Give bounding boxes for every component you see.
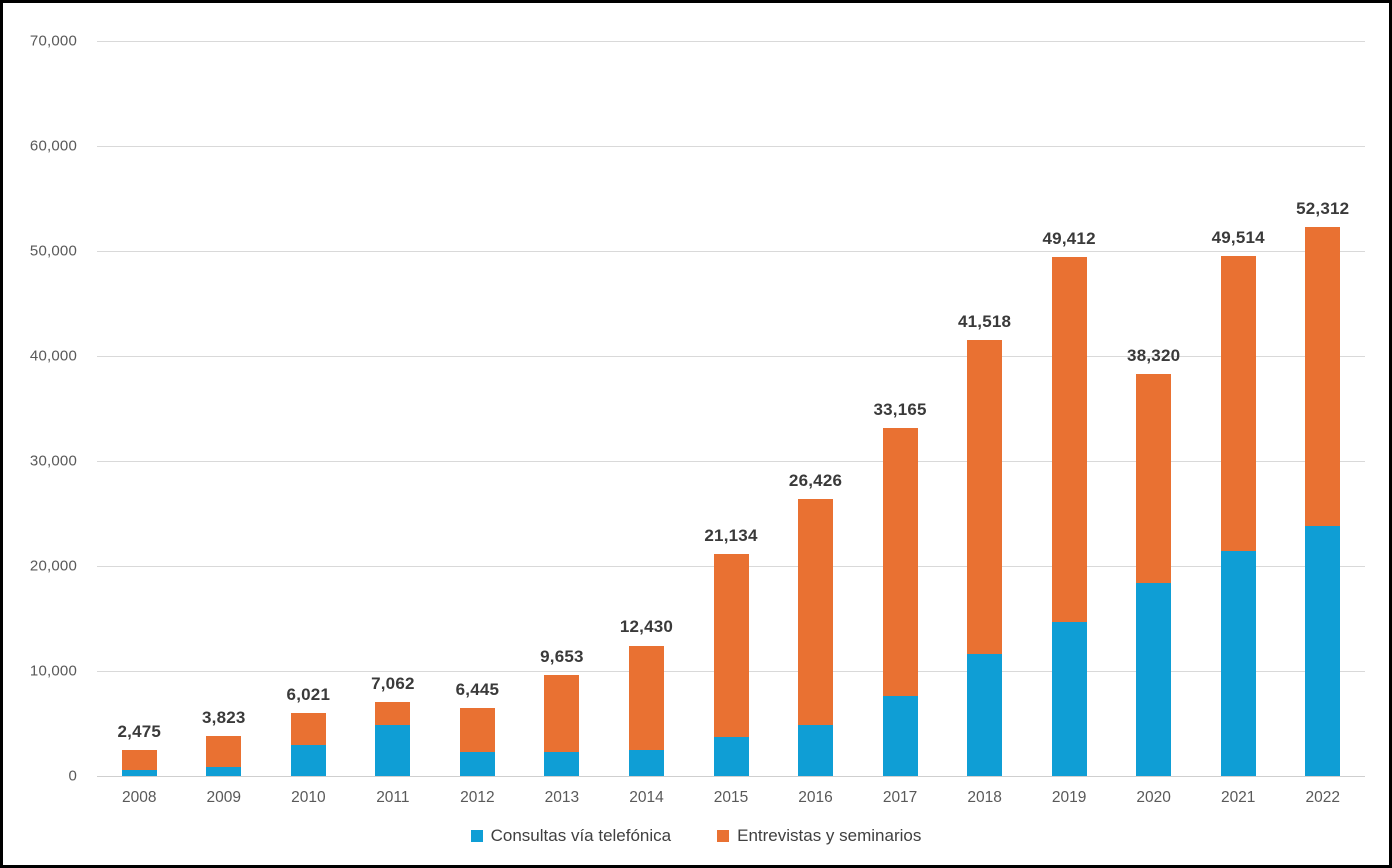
y-tick-label: 0: [68, 767, 77, 785]
y-tick-label: 70,000: [29, 32, 77, 50]
bar-segment-entrevistas-2022: [1305, 226, 1341, 527]
bar-2014: [628, 645, 664, 776]
bar-2018: [967, 340, 1003, 776]
x-tick-label-2014: 2014: [629, 789, 664, 806]
x-tick-label-2022: 2022: [1305, 789, 1340, 806]
x-tick-label-2017: 2017: [882, 789, 918, 806]
total-label-2009: 3,823: [202, 707, 246, 727]
total-label-2011: 7,062: [371, 673, 415, 693]
gridline-40000: [97, 356, 1365, 357]
total-label-2022: 52,312: [1296, 198, 1350, 218]
x-tick-label-2013: 2013: [544, 789, 580, 806]
bar-segment-entrevistas-2021: [1220, 256, 1256, 552]
x-tick-label-2008: 2008: [122, 789, 157, 806]
bar-2022: [1305, 226, 1341, 776]
bar-2012: [459, 708, 495, 776]
total-label-2013: 9,653: [540, 646, 584, 666]
bar-2019: [1051, 257, 1087, 776]
total-label-2014: 12,430: [619, 617, 674, 637]
bar-2011: [375, 701, 411, 776]
total-label-2012: 6,445: [455, 680, 500, 700]
total-label-2019: 49,412: [1042, 229, 1096, 249]
y-tick-label: 10,000: [29, 662, 77, 680]
x-tick-label-2011: 2011: [376, 789, 410, 806]
gridline-60000: [97, 146, 1365, 147]
y-tick-label: 30,000: [29, 452, 77, 470]
x-tick-label-2010: 2010: [291, 789, 326, 806]
bar-segment-consultas-2020: [1136, 582, 1172, 776]
bar-2013: [544, 674, 580, 776]
plot-area: 0 10,000 20,000 30,000 40,000 50,000 60,000 70,…: [30, 33, 1365, 806]
x-tick-label-2012: 2012: [460, 789, 495, 806]
total-label-2020: 38,320: [1127, 345, 1181, 365]
total-label-2018: 41,518: [957, 312, 1012, 332]
bar-segment-entrevistas-2017: [882, 427, 918, 697]
bar-segment-entrevistas-2010: [290, 712, 326, 745]
legend: Consultas vía telefónica Entrevistas y s…: [3, 826, 1389, 846]
bar-2020: [1136, 373, 1172, 776]
bar-2009: [206, 735, 242, 776]
bar-segment-consultas-2016: [798, 724, 834, 776]
bar-segment-entrevistas-2014: [628, 645, 664, 750]
legend-item-entrevistas: Entrevistas y seminarios: [717, 826, 921, 846]
bar-segment-consultas-2009: [206, 767, 242, 776]
legend-label-consultas: Consultas vía telefónica: [490, 826, 672, 845]
bar-segment-consultas-2018: [967, 654, 1003, 776]
total-label-2010: 6,021: [286, 684, 331, 704]
bar-segment-entrevistas-2009: [206, 735, 242, 768]
total-label-2017: 33,165: [873, 399, 927, 419]
bar-2016: [798, 498, 834, 776]
bar-segment-entrevistas-2013: [544, 674, 580, 752]
bar-segment-consultas-2019: [1051, 621, 1087, 776]
bar-segment-entrevistas-2018: [967, 340, 1003, 655]
total-label-2021: 49,514: [1211, 228, 1265, 248]
bar-2010: [290, 712, 326, 776]
bar-2021: [1220, 256, 1256, 776]
x-tick-label-2019: 2019: [1051, 789, 1087, 806]
y-tick-label: 50,000: [29, 242, 77, 260]
bar-segment-entrevistas-2019: [1051, 257, 1087, 622]
bar-segment-consultas-2021: [1220, 551, 1256, 776]
x-tick-label-2016: 2016: [798, 789, 833, 806]
legend-item-consultas: Consultas vía telefónica: [470, 826, 672, 846]
x-tick-label-2015: 2015: [713, 789, 749, 806]
bar-2015: [713, 554, 749, 776]
gridline-50000: [97, 251, 1365, 252]
gridline-30000: [97, 461, 1365, 462]
y-tick-label: 20,000: [29, 557, 77, 575]
legend-swatch-entrevistas-icon: [717, 830, 730, 842]
total-label-2008: 2,475: [117, 722, 162, 741]
bar-segment-consultas-2008: [121, 769, 157, 776]
bar-segment-entrevistas-2012: [459, 708, 495, 752]
bar-segment-entrevistas-2020: [1136, 373, 1172, 583]
bar-2017: [882, 427, 918, 776]
bar-segment-consultas-2013: [544, 751, 580, 776]
x-tick-label-2009: 2009: [206, 789, 242, 806]
bar-segment-entrevistas-2016: [798, 498, 834, 725]
total-label-2016: 26,426: [788, 470, 843, 490]
bar-segment-consultas-2011: [375, 724, 411, 776]
legend-label-entrevistas: Entrevistas y seminarios: [737, 826, 922, 845]
bar-segment-consultas-2012: [459, 751, 495, 776]
y-tick-label: 40,000: [29, 347, 77, 365]
bar-segment-entrevistas-2011: [375, 701, 411, 725]
legend-swatch-consultas-icon: [470, 830, 483, 842]
bar-segment-consultas-2010: [290, 744, 326, 776]
x-tick-label-2020: 2020: [1136, 789, 1171, 806]
total-label-2015: 21,134: [704, 526, 758, 546]
bar-segment-consultas-2015: [713, 737, 749, 776]
y-tick-label: 60,000: [29, 137, 77, 155]
bar-segment-consultas-2022: [1305, 526, 1341, 776]
gridline-70000: [97, 41, 1365, 42]
x-tick-label-2021: 2021: [1220, 789, 1256, 806]
bar-segment-consultas-2017: [882, 696, 918, 776]
x-tick-label-2018: 2018: [967, 789, 1002, 806]
bar-segment-entrevistas-2008: [121, 750, 157, 770]
bar-2008: [121, 750, 157, 776]
bar-segment-consultas-2014: [628, 749, 664, 776]
bar-segment-entrevistas-2015: [713, 554, 749, 738]
gridline-0: [97, 776, 1365, 777]
